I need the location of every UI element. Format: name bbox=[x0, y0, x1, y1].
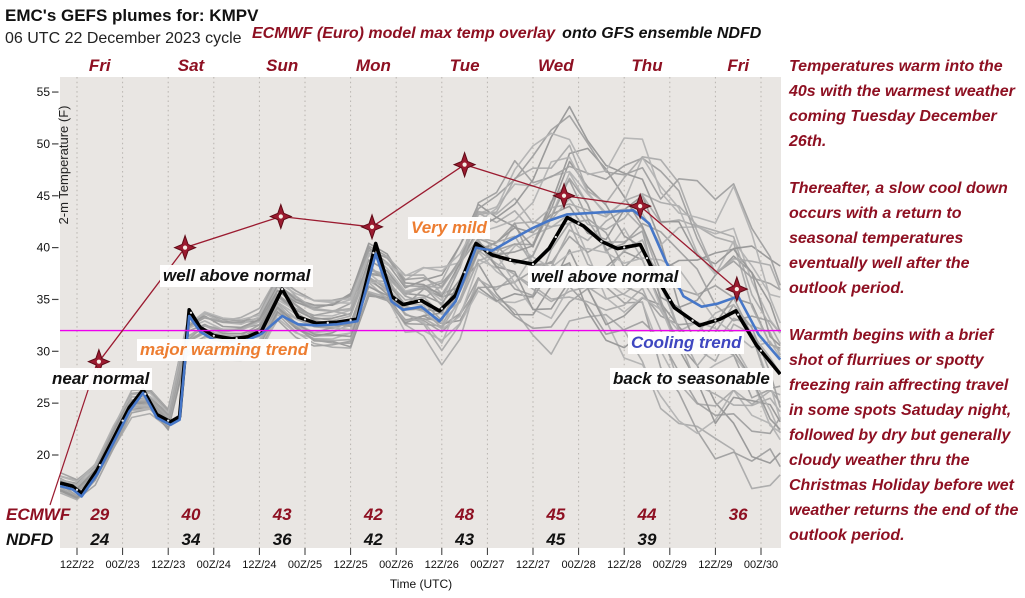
x-tick-label: 12Z/24 bbox=[242, 559, 276, 571]
x-tick-label: 00Z/26 bbox=[379, 559, 413, 571]
x-tick-label: 00Z/27 bbox=[470, 559, 504, 571]
cycle-subtitle: 06 UTC 22 December 2023 cycle bbox=[5, 30, 242, 47]
gefs-member-line bbox=[60, 177, 781, 492]
x-tick-label: 12Z/29 bbox=[698, 559, 732, 571]
ecmwf-star-center bbox=[182, 245, 188, 250]
mean-node-dot bbox=[189, 311, 193, 314]
ecmwf-star-center bbox=[278, 214, 283, 219]
mean-node-dot bbox=[98, 463, 101, 467]
mean-node-dot bbox=[759, 349, 763, 352]
mean-node-dot bbox=[668, 298, 671, 302]
mean-node-dot bbox=[167, 419, 170, 422]
mean-node-dot bbox=[75, 488, 79, 491]
x-tick-label: 12Z/23 bbox=[151, 559, 185, 571]
mean-node-dot bbox=[509, 258, 512, 262]
mean-node-dot bbox=[144, 392, 147, 395]
mean-node-dot bbox=[303, 318, 307, 321]
x-tick-label: 00Z/28 bbox=[561, 559, 595, 571]
mean-node-dot bbox=[600, 240, 603, 243]
x-tick-label: 12Z/28 bbox=[607, 559, 641, 571]
x-axis-title: Time (UTC) bbox=[390, 577, 452, 591]
y-tick-label: 55 bbox=[37, 85, 51, 99]
mean-node-dot bbox=[395, 298, 398, 301]
mean-node-dot bbox=[326, 321, 329, 324]
ecmwf-star-center bbox=[561, 193, 567, 198]
mean-node-dot bbox=[440, 307, 443, 310]
mean-node-dot bbox=[417, 299, 421, 303]
ecmwf-line bbox=[98, 163, 738, 363]
y-tick-label: 25 bbox=[37, 396, 51, 410]
overlay-note-gfs: onto GFS ensemble NDFD bbox=[562, 25, 762, 42]
x-tick-label: 12Z/27 bbox=[516, 559, 550, 571]
mean-node-dot bbox=[554, 235, 557, 239]
ecmwf-star-center bbox=[462, 162, 467, 167]
mean-node-dot bbox=[349, 319, 352, 322]
y-axis-title: 2-m Temperature (F) bbox=[56, 106, 71, 225]
y-tick-label: 30 bbox=[37, 344, 51, 358]
x-tick-label: 00Z/24 bbox=[197, 559, 231, 571]
x-tick-label: 12Z/22 bbox=[60, 559, 94, 571]
mean-node-dot bbox=[212, 334, 215, 337]
x-tick-label: 12Z/26 bbox=[425, 559, 459, 571]
x-tick-label: 00Z/30 bbox=[744, 559, 778, 571]
mean-node-dot bbox=[463, 271, 466, 274]
ecmwf-star-center bbox=[734, 286, 739, 292]
discussion-paragraph-2: Thereafter, a slow cool down occurs with… bbox=[789, 180, 1008, 297]
mean-node-dot bbox=[577, 222, 580, 225]
overlay-note: ECMWF (Euro) model max temp overlay onto … bbox=[252, 25, 761, 43]
mean-node-dot bbox=[714, 319, 717, 322]
x-tick-label: 00Z/23 bbox=[105, 559, 139, 571]
x-tick-label: 00Z/25 bbox=[288, 559, 322, 571]
mean-node-dot bbox=[645, 256, 649, 260]
y-tick-label: 35 bbox=[37, 292, 51, 306]
mean-node-dot bbox=[623, 246, 626, 249]
ecmwf-star-center bbox=[369, 224, 375, 229]
plot-background bbox=[60, 77, 781, 548]
forecast-discussion-panel: Temperatures warm into the 40s with the … bbox=[789, 54, 1023, 570]
discussion-paragraph-3: Warmth begins with a brief shot of flurr… bbox=[789, 327, 1019, 544]
y-tick-label: 45 bbox=[37, 189, 51, 203]
mean-node-dot bbox=[372, 251, 375, 255]
overlay-note-ecmwf: ECMWF (Euro) model max temp overlay bbox=[252, 25, 556, 42]
mean-node-dot bbox=[121, 419, 124, 422]
y-tick-label: 20 bbox=[37, 448, 51, 462]
page-title: EMC's GEFS plumes for: KMPV bbox=[5, 6, 259, 25]
ndfd-line bbox=[60, 209, 781, 498]
ecmwf-star-center bbox=[96, 359, 101, 364]
mean-node-dot bbox=[486, 250, 489, 253]
x-tick-label: 00Z/29 bbox=[653, 559, 687, 571]
ecmwf-star-center bbox=[638, 204, 643, 209]
y-tick-label: 40 bbox=[37, 241, 51, 255]
mean-node-dot bbox=[737, 313, 740, 316]
gefs-mean-line bbox=[60, 215, 781, 496]
mean-node-dot bbox=[531, 263, 535, 266]
y-tick-label: 50 bbox=[37, 137, 51, 151]
x-tick-label: 12Z/25 bbox=[333, 559, 367, 571]
mean-node-dot bbox=[281, 287, 284, 291]
discussion-paragraph-1: Temperatures warm into the 40s with the … bbox=[789, 58, 1015, 150]
mean-node-dot bbox=[235, 337, 238, 340]
mean-node-dot bbox=[691, 319, 694, 322]
